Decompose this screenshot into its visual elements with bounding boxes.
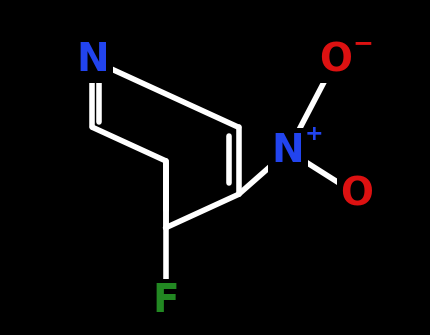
Text: O: O (319, 41, 352, 79)
Text: +: + (304, 124, 323, 144)
Text: N: N (76, 41, 109, 79)
Text: F: F (152, 282, 179, 321)
Text: −: − (353, 31, 374, 56)
Text: O: O (341, 175, 373, 213)
Text: N: N (272, 132, 304, 170)
